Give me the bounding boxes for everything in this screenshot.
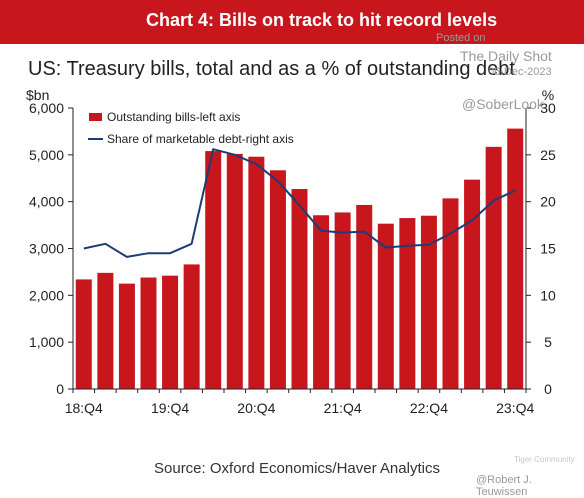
bar-19:Q4	[162, 276, 178, 389]
bar-22:Q3	[399, 218, 415, 389]
left-tick-label: 2,000	[29, 287, 64, 303]
bar-21:Q2	[292, 189, 308, 389]
watermark-posted: Posted on	[436, 32, 486, 44]
x-tick-label: 20:Q4	[237, 400, 275, 416]
left-tick-label: 0	[56, 381, 64, 397]
x-tick-label: 23:Q4	[496, 400, 534, 416]
bar-23:Q3	[486, 147, 502, 389]
right-tick-label: 0	[544, 381, 552, 397]
bars-layer	[76, 129, 523, 389]
legend-swatch-bars	[89, 113, 102, 121]
x-tick-label: 19:Q4	[151, 400, 189, 416]
bar-21:Q3	[313, 215, 329, 389]
legend-label-line: Share of marketable debt-right axis	[107, 132, 294, 146]
bar-23:Q2	[464, 180, 480, 389]
left-tick-label: 1,000	[29, 334, 64, 350]
bar-23:Q4	[507, 129, 523, 389]
watermark-tiger: Tiger Community	[514, 455, 575, 464]
right-tick-label: 20	[540, 194, 556, 210]
source-note: Source: Oxford Economics/Haver Analytics	[154, 460, 440, 477]
left-tick-label: 5,000	[29, 147, 64, 163]
left-tick-label: 3,000	[29, 241, 64, 257]
watermark-date: 06-Dec-2023	[488, 66, 552, 78]
right-tick-label: 5	[544, 334, 552, 350]
left-unit-label: $bn	[26, 87, 49, 103]
right-tick-label: 25	[540, 147, 556, 163]
bar-20:Q3	[227, 154, 243, 389]
x-tick-label: 18:Q4	[65, 400, 103, 416]
bar-20:Q1	[184, 264, 200, 389]
legend: Outstanding bills-left axis Share of mark…	[88, 110, 294, 146]
bar-21:Q1	[270, 170, 286, 389]
bar-20:Q2	[205, 151, 221, 389]
bar-23:Q1	[443, 198, 459, 389]
bar-19:Q2	[119, 284, 135, 389]
legend-label-bars: Outstanding bills-left axis	[107, 110, 240, 124]
bar-20:Q4	[248, 157, 264, 389]
watermark-handle: @SoberLook	[462, 96, 544, 112]
bar-19:Q1	[97, 273, 113, 389]
bar-21:Q4	[335, 212, 351, 389]
watermark-site: The Daily Shot	[460, 48, 552, 64]
bar-19:Q3	[141, 278, 157, 389]
bar-18:Q4	[76, 279, 92, 389]
watermark-author: @Robert J. Teuwissen	[476, 474, 584, 498]
right-tick-label: 15	[540, 241, 556, 257]
x-tick-label: 22:Q4	[410, 400, 448, 416]
x-tick-label: 21:Q4	[324, 400, 362, 416]
left-tick-label: 4,000	[29, 194, 64, 210]
right-tick-label: 10	[540, 287, 556, 303]
